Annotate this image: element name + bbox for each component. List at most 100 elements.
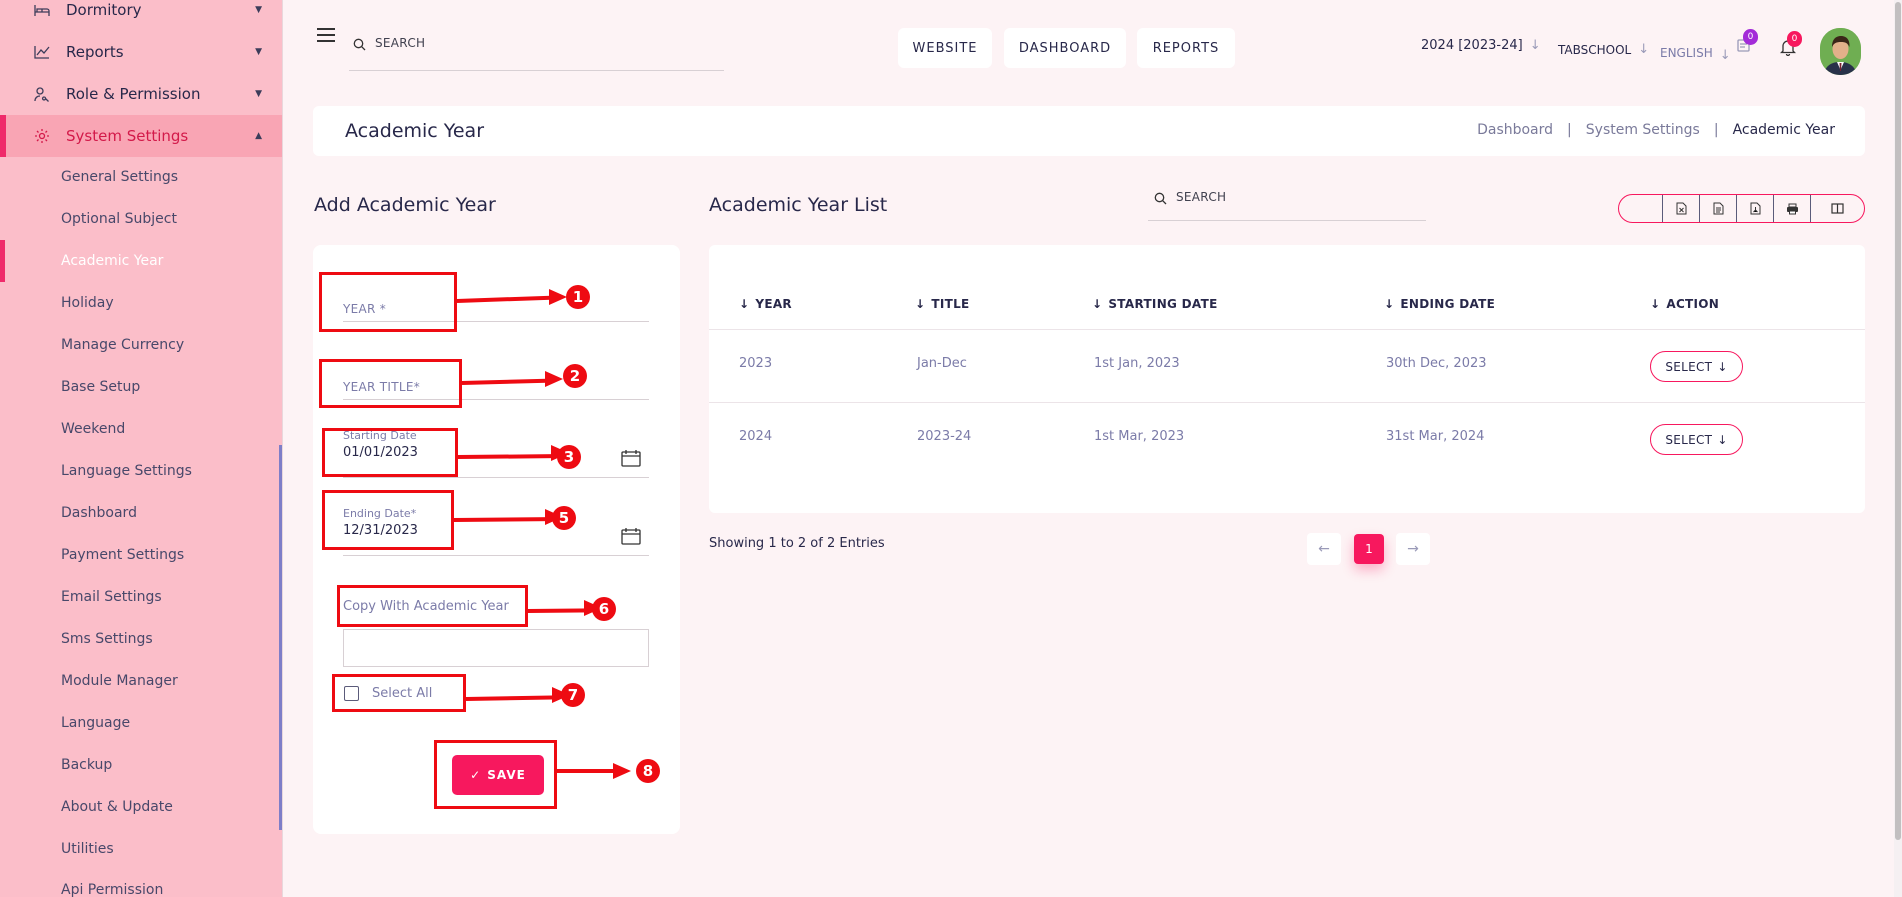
pagination-prev-button[interactable]: ← <box>1307 533 1341 565</box>
sidebar-subitem-label: About & Update <box>61 799 173 815</box>
excel-icon[interactable] <box>1663 195 1700 222</box>
list-search-input[interactable]: SEARCH <box>1148 184 1426 221</box>
annotation-number-5: 5 <box>552 506 576 530</box>
copy-icon[interactable] <box>1619 195 1663 222</box>
column-header-ending-date[interactable]: ↓ ENDING DATE <box>1384 297 1495 311</box>
sidebar-item-dormitory[interactable]: Dormitory ▼ <box>0 0 282 31</box>
column-header-label: TITLE <box>931 297 970 311</box>
cell-year: 2024 <box>739 429 773 444</box>
copy-academic-year-select[interactable] <box>343 629 649 667</box>
columns-icon[interactable] <box>1811 195 1864 222</box>
breadcrumb-system-settings[interactable]: System Settings <box>1585 122 1700 138</box>
calendar-icon[interactable] <box>621 449 641 471</box>
sidebar-item-role-permission[interactable]: Role & Permission ▼ <box>0 73 282 115</box>
sidebar-subitem-backup[interactable]: Backup <box>0 744 282 786</box>
calendar-icon[interactable] <box>621 527 641 549</box>
column-header-year[interactable]: ↓ YEAR <box>739 297 792 311</box>
sort-arrow-icon: ↓ <box>739 297 750 311</box>
sort-arrow-icon: ↓ <box>1092 297 1103 311</box>
school-value: TABSCHOOL <box>1558 42 1632 57</box>
breadcrumb-dashboard[interactable]: Dashboard <box>1477 122 1554 138</box>
sidebar-item-reports[interactable]: Reports ▼ <box>0 31 282 73</box>
form-title: Add Academic Year <box>314 194 496 216</box>
hamburger-menu-icon[interactable] <box>317 28 335 42</box>
sidebar: Dormitory ▼ Reports ▼ Role & Permission … <box>0 0 282 897</box>
sidebar-subitem-label: Weekend <box>61 421 126 437</box>
sidebar-subitem-academic-year[interactable]: Academic Year <box>0 240 282 282</box>
select-dropdown-button[interactable]: SELECT ↓ <box>1650 424 1743 455</box>
print-icon[interactable] <box>1774 195 1811 222</box>
sidebar-subitem-dashboard[interactable]: Dashboard <box>0 492 282 534</box>
ending-date-input[interactable]: Ending Date* 12/31/2023 <box>343 507 649 556</box>
active-indicator <box>0 115 6 157</box>
session-select[interactable]: 2024 [2023-24] ↓ <box>1421 38 1541 53</box>
search-icon <box>353 36 366 55</box>
column-header-action[interactable]: ↓ ACTION <box>1650 297 1719 311</box>
starting-date-input[interactable]: Starting Date 01/01/2023 <box>343 429 649 478</box>
annotation-box-6 <box>337 585 528 627</box>
save-button[interactable]: ✓ SAVE <box>452 755 544 795</box>
sidebar-subitem-label: Sms Settings <box>61 631 153 647</box>
page-scrollbar[interactable] <box>1894 0 1902 897</box>
sidebar-subitem-holiday[interactable]: Holiday <box>0 282 282 324</box>
sidebar-subitem-language[interactable]: Language <box>0 702 282 744</box>
scrollbar-thumb[interactable] <box>1895 2 1901 840</box>
year-placeholder: YEAR * <box>343 302 387 316</box>
arrow-down-icon: ↓ <box>1638 42 1650 57</box>
sidebar-subitem-utilities[interactable]: Utilities <box>0 828 282 870</box>
caret-down-icon: ▼ <box>255 5 262 15</box>
sidebar-subitem-general-settings[interactable]: General Settings <box>0 156 282 198</box>
sidebar-subitem-base-setup[interactable]: Base Setup <box>0 366 282 408</box>
avatar[interactable] <box>1820 28 1861 75</box>
sidebar-subitem-sms-settings[interactable]: Sms Settings <box>0 618 282 660</box>
ending-date-label: Ending Date* <box>343 507 417 520</box>
sidebar-subitem-language-settings[interactable]: Language Settings <box>0 450 282 492</box>
add-academic-year-form: YEAR * YEAR TITLE* Starting Date 01/01/2… <box>313 245 680 834</box>
sidebar-subitem-optional-subject[interactable]: Optional Subject <box>0 198 282 240</box>
sidebar-divider <box>282 0 283 897</box>
column-header-label: YEAR <box>755 297 792 311</box>
language-select[interactable]: ENGLISH ↓ <box>1660 42 1731 64</box>
notification-count-badge: 0 <box>1787 31 1802 47</box>
notification-button[interactable]: 0 <box>1779 31 1802 60</box>
cell-title: 2023-24 <box>917 429 972 444</box>
sidebar-subitem-label: Holiday <box>61 295 114 311</box>
select-dropdown-button[interactable]: SELECT ↓ <box>1650 351 1743 382</box>
notice-count-badge: 0 <box>1743 29 1758 45</box>
language-value: ENGLISH <box>1660 45 1713 60</box>
csv-icon[interactable] <box>1700 195 1737 222</box>
select-all-label[interactable]: Select All <box>372 686 433 701</box>
sidebar-subitem-manage-currency[interactable]: Manage Currency <box>0 324 282 366</box>
pagination-page-1[interactable]: 1 <box>1354 534 1384 564</box>
column-header-title[interactable]: ↓ TITLE <box>915 297 970 311</box>
pdf-icon[interactable] <box>1737 195 1774 222</box>
sidebar-subitem-weekend[interactable]: Weekend <box>0 408 282 450</box>
gear-icon <box>33 127 51 145</box>
select-all-checkbox[interactable] <box>344 686 359 701</box>
annotation-number-1: 1 <box>566 285 590 309</box>
sort-arrow-icon: ↓ <box>1650 297 1661 311</box>
sidebar-subitem-label: Module Manager <box>61 673 178 689</box>
website-button[interactable]: WEBSITE <box>898 28 992 68</box>
column-header-starting-date[interactable]: ↓ STARTING DATE <box>1092 297 1218 311</box>
export-toolbar <box>1618 194 1865 223</box>
sidebar-item-system-settings[interactable]: System Settings ▲ <box>0 115 282 157</box>
pagination-next-button[interactable]: → <box>1396 533 1430 565</box>
header-search-input[interactable]: SEARCH <box>349 30 724 71</box>
sidebar-subitem-label: Manage Currency <box>61 337 185 353</box>
reports-button[interactable]: REPORTS <box>1137 28 1235 68</box>
year-title-input[interactable]: YEAR TITLE* <box>343 373 649 400</box>
sidebar-subitem-module-manager[interactable]: Module Manager <box>0 660 282 702</box>
school-select[interactable]: TABSCHOOL ↓ <box>1558 42 1649 57</box>
sidebar-subitem-about-update[interactable]: About & Update <box>0 786 282 828</box>
sidebar-scrollbar[interactable] <box>279 445 283 830</box>
sidebar-subitem-label: Optional Subject <box>61 211 177 227</box>
sidebar-subitem-api-permission[interactable]: Api Permission <box>0 869 282 897</box>
sidebar-subitem-payment-settings[interactable]: Payment Settings <box>0 534 282 576</box>
sidebar-subitem-label: Backup <box>61 757 113 773</box>
year-input[interactable]: YEAR * <box>343 295 649 322</box>
notice-button[interactable]: 0 <box>1736 29 1758 57</box>
sidebar-subitem-email-settings[interactable]: Email Settings <box>0 576 282 618</box>
session-value: 2024 [2023-24] <box>1421 38 1523 53</box>
dashboard-button[interactable]: DASHBOARD <box>1004 28 1126 68</box>
